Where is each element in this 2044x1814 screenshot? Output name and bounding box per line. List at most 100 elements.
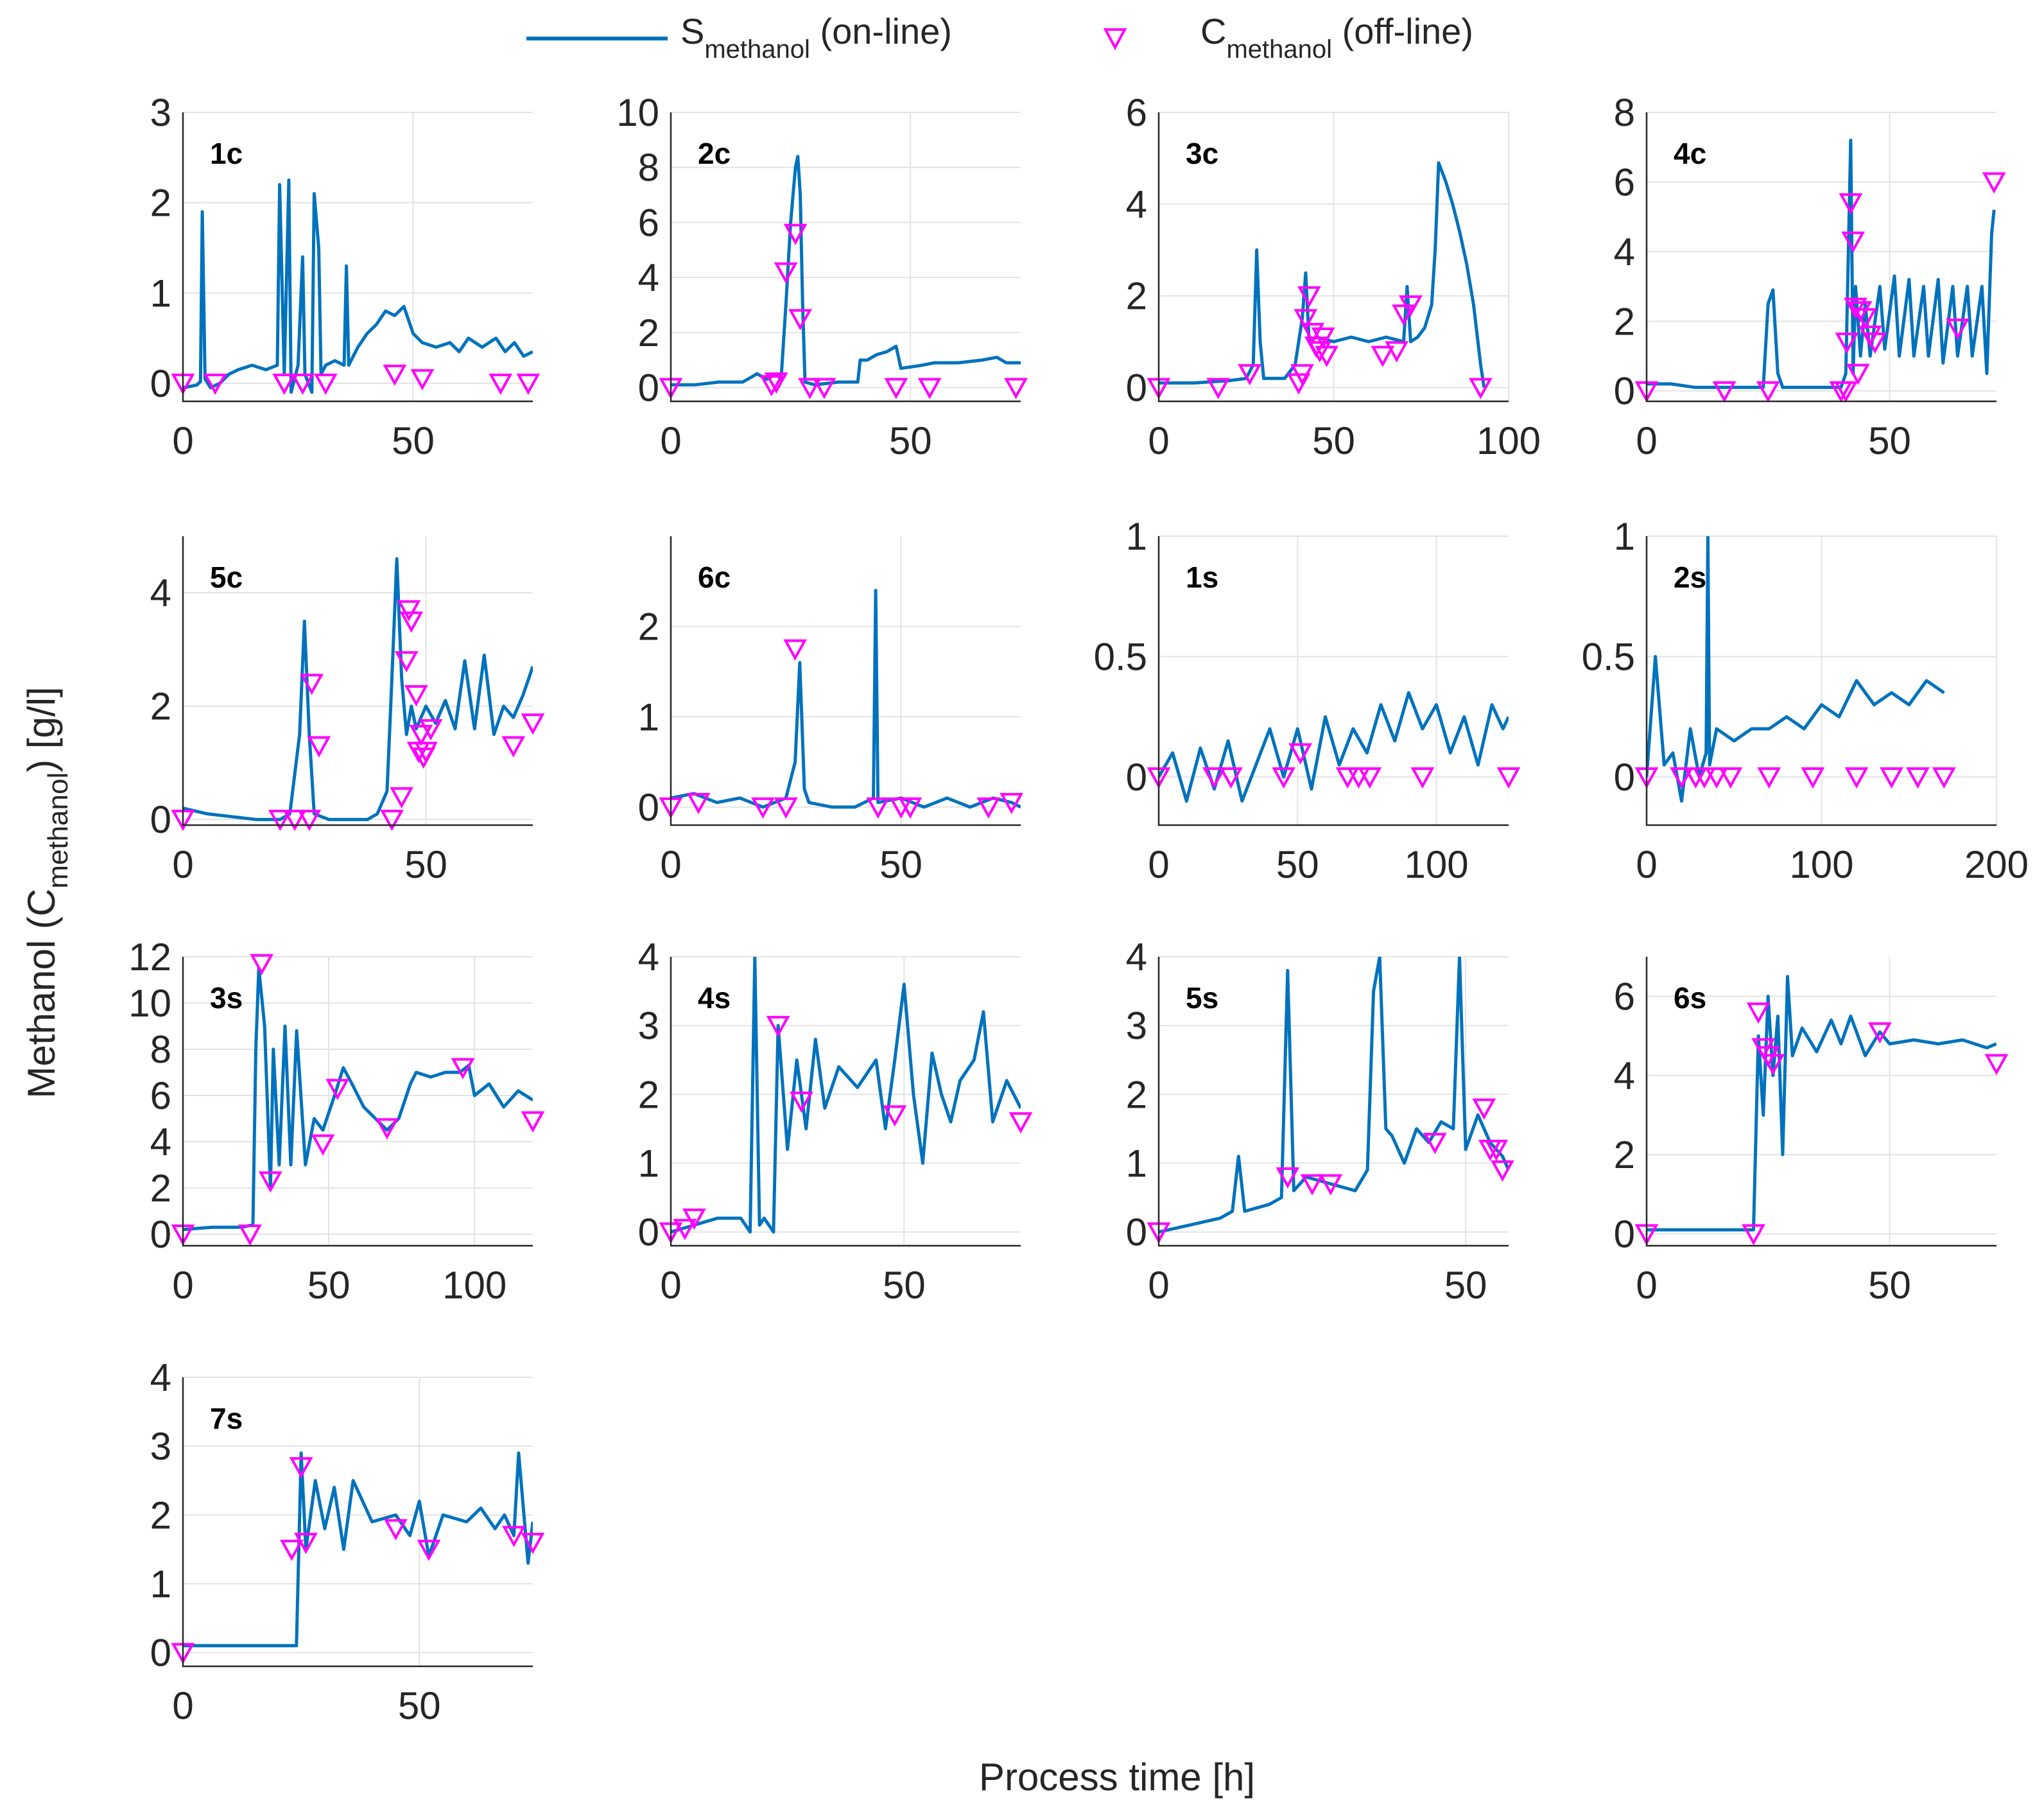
offline-marker-7s [502, 1526, 526, 1548]
y-tick-label: 8 [150, 1028, 171, 1071]
y-tick-label: 6 [1614, 975, 1635, 1018]
x-tick-label: 50 [307, 1264, 351, 1307]
offline-marker-5c [394, 651, 419, 673]
y-tick-label: 0 [150, 362, 171, 405]
offline-marker-5c [399, 611, 424, 633]
panel-5c: 0 50 0 2 4 5c [150, 536, 545, 886]
y-tick-label: 1 [150, 1562, 171, 1605]
panel-6s: 0 50 0 2 4 6 6s [1614, 957, 2009, 1307]
offline-marker-3c [1206, 378, 1231, 399]
y-tick-label: 2 [150, 1494, 171, 1537]
y-tick-label: 0 [1614, 1213, 1635, 1256]
offline-marker-7s [384, 1519, 408, 1540]
offline-marker-1s [1219, 767, 1243, 789]
offline-marker-2s [1692, 767, 1717, 789]
y-tick-label: 4 [1126, 183, 1147, 226]
y-tick-label: 1 [638, 695, 659, 738]
axes-3c [1157, 112, 1509, 403]
offline-marker-3c [1294, 309, 1318, 331]
offline-marker-1c [291, 373, 315, 395]
y-tick-label: 0 [150, 1213, 171, 1256]
offline-marker-3c [1399, 295, 1423, 317]
x-tick-label: 100 [1404, 843, 1468, 886]
offline-marker-4s [673, 1219, 697, 1241]
offline-marker-5s [1300, 1174, 1324, 1196]
panel-2s: 0 100 200 0 0.5 1 2s [1582, 515, 2029, 886]
offline-marker-6c [1000, 792, 1024, 814]
x-tick-label: 0 [172, 1684, 193, 1727]
y-tick-label: 2 [150, 685, 171, 728]
y-tick-label: 1 [150, 272, 171, 315]
offline-marker-3s [311, 1134, 335, 1156]
grid-4c [1646, 112, 1996, 401]
offline-marker-2c [764, 372, 788, 394]
y-tick-label: 4 [1614, 1054, 1635, 1097]
offline-marker-6s [1867, 1022, 1892, 1044]
legend: Smethanol (on-line) Cmethanol (off-line) [526, 11, 1473, 64]
y-tick-label: 4 [150, 1356, 171, 1399]
offline-marker-1c [383, 364, 407, 386]
y-tick-label: 0 [1126, 367, 1147, 410]
offline-marker-5s [1472, 1098, 1496, 1120]
offline-marker-4c [1712, 381, 1737, 403]
panel-6c: 0 50 0 1 2 6c [638, 536, 1024, 886]
y-tick-label: 1 [1126, 1142, 1147, 1185]
y-tick-label: 2 [638, 606, 659, 649]
axes-1s [1157, 536, 1509, 826]
offline-marker-5c [300, 674, 324, 695]
offline-marker-1c [313, 373, 338, 395]
offline-marker-3s [521, 1111, 545, 1133]
y-tick-label: 6 [1614, 161, 1635, 204]
online-series-1s [1159, 691, 1509, 803]
grid-6s [1646, 957, 1996, 1246]
offline-marker-4c [1756, 381, 1780, 403]
panel-label-7s: 7s [210, 1402, 243, 1435]
y-tick-label: 4 [638, 256, 659, 299]
x-tick-label: 0 [1148, 419, 1169, 462]
offline-marker-1c [516, 373, 541, 395]
y-tick-label: 3 [638, 1004, 659, 1047]
offline-marker-1s [1410, 767, 1435, 789]
x-tick-label: 50 [883, 1264, 926, 1307]
offline-marker-3s [258, 1171, 282, 1193]
offline-marker-5c [390, 787, 414, 808]
x-tick-label: 50 [1444, 1264, 1487, 1307]
y-tick-label: 0 [1126, 756, 1147, 799]
offline-marker-3s [325, 1079, 350, 1101]
offline-marker-5c [404, 685, 428, 707]
offline-marker-1s [1272, 767, 1296, 789]
grid-2c [670, 112, 1021, 401]
offline-marker-1s [1347, 767, 1371, 789]
online-series-3c [1159, 161, 1486, 388]
x-tick-label: 200 [1964, 843, 2029, 886]
y-tick-label: 0 [638, 786, 659, 829]
offline-marker-3c [1311, 327, 1335, 349]
y-tick-label: 0 [1126, 1211, 1147, 1254]
offline-marker-6c [686, 792, 711, 814]
online-series-4c [1647, 138, 1996, 389]
axes-1c [182, 112, 533, 403]
offline-marker-3c [1392, 304, 1416, 326]
panel-label-2c: 2c [698, 137, 731, 170]
offline-marker-3c [1371, 345, 1395, 367]
panel-label-4s: 4s [698, 981, 731, 1015]
y-tick-label: 8 [638, 146, 659, 189]
offline-marker-7s [294, 1533, 318, 1555]
offline-marker-2s [1719, 767, 1743, 789]
offline-marker-2c [774, 262, 798, 284]
offline-marker-2s [1757, 767, 1781, 789]
offline-marker-3c [1297, 286, 1321, 308]
offline-marker-1s [1496, 767, 1521, 789]
offline-marker-4c [1833, 381, 1858, 403]
offline-marker-4s [883, 1105, 907, 1127]
panel-label-5s: 5s [1186, 981, 1218, 1015]
offline-marker-4c [1841, 231, 1866, 253]
offline-marker-1c [489, 373, 513, 395]
offline-marker-5c [380, 810, 404, 832]
offline-marker-4c [1946, 318, 1970, 340]
y-tick-label: 1 [638, 1142, 659, 1185]
axes-6c [670, 536, 1021, 826]
x-axis-title: Process time [h] [979, 1756, 1255, 1799]
offline-marker-2c [759, 375, 784, 397]
